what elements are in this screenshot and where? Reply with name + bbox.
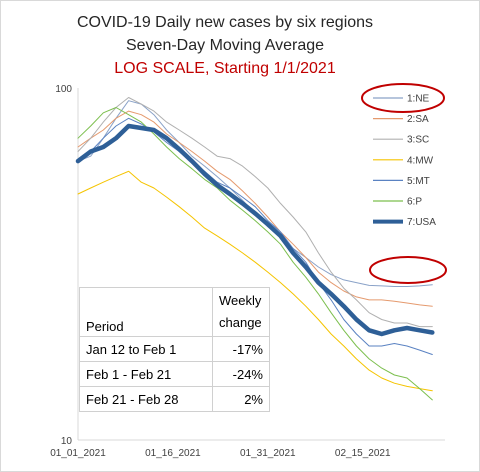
table-row: Jan 12 to Feb 1 -17%	[79, 336, 270, 362]
legend-label-4-mw: 4:MW	[407, 155, 434, 166]
highlight-ellipse-legend-ne	[361, 83, 445, 113]
table-cell-change: -24%	[212, 361, 270, 387]
table-header-change: change	[219, 315, 262, 330]
series-line-2-sa	[77, 110, 433, 307]
chart-subtitle-log-scale: LOG SCALE, Starting 1/1/2021	[114, 60, 336, 77]
table-cell-period: Feb 1 - Feb 21	[79, 361, 213, 387]
y-tick-label-100: 100	[55, 84, 72, 95]
table-header-weekly-change: Weekly change	[212, 287, 270, 337]
y-tick-label-10: 10	[61, 436, 73, 447]
table-cell-change: -17%	[212, 336, 270, 362]
table-row: Feb 21 - Feb 28 2%	[79, 386, 270, 412]
legend: 1:NE 2:SA 3:SC 4:MW 5:MT 6:P 7:USA	[373, 94, 436, 228]
series-layer	[75, 97, 435, 401]
chart-title: COVID-19 Daily new cases by six regions	[77, 14, 373, 31]
x-tick-label: 02_15_2021	[335, 448, 391, 459]
table-header-period: Period	[79, 287, 213, 337]
chart-subtitle: Seven-Day Moving Average	[126, 37, 324, 54]
series-line-6-p	[77, 107, 433, 401]
legend-label-2-sa: 2:SA	[407, 114, 429, 125]
series-line-5-mt	[77, 117, 433, 355]
x-tick-label: 01_31_2021	[240, 448, 296, 459]
table-cell-period: Jan 12 to Feb 1	[79, 336, 213, 362]
highlight-ellipse-ne-line	[369, 256, 447, 284]
table-cell-period: Feb 21 - Feb 28	[79, 386, 213, 412]
series-line-7-usa	[75, 123, 435, 337]
table-row: Feb 1 - Feb 21 -24%	[79, 361, 270, 387]
series-line-4-mw	[77, 170, 433, 392]
legend-label-3-sc: 3:SC	[407, 135, 429, 146]
x-tick-label: 01_01_2021	[50, 448, 106, 459]
x-tick-label: 01_16_2021	[145, 448, 201, 459]
x-tick-labels: 01_01_2021 01_16_2021 01_31_2021 02_15_2021	[50, 448, 391, 459]
legend-label-7-usa: 7:USA	[407, 217, 436, 228]
legend-label-5-mt: 5:MT	[407, 176, 430, 187]
table-header-row: Period Weekly change	[79, 287, 270, 337]
series-line-3-sc	[77, 97, 433, 328]
table-cell-change: 2%	[212, 386, 270, 412]
legend-label-1-ne: 1:NE	[407, 94, 430, 105]
legend-label-6-p: 6:P	[407, 197, 422, 208]
weekly-change-table: Period Weekly change Jan 12 to Feb 1 -17…	[79, 287, 270, 412]
table-header-weekly: Weekly	[219, 293, 262, 308]
